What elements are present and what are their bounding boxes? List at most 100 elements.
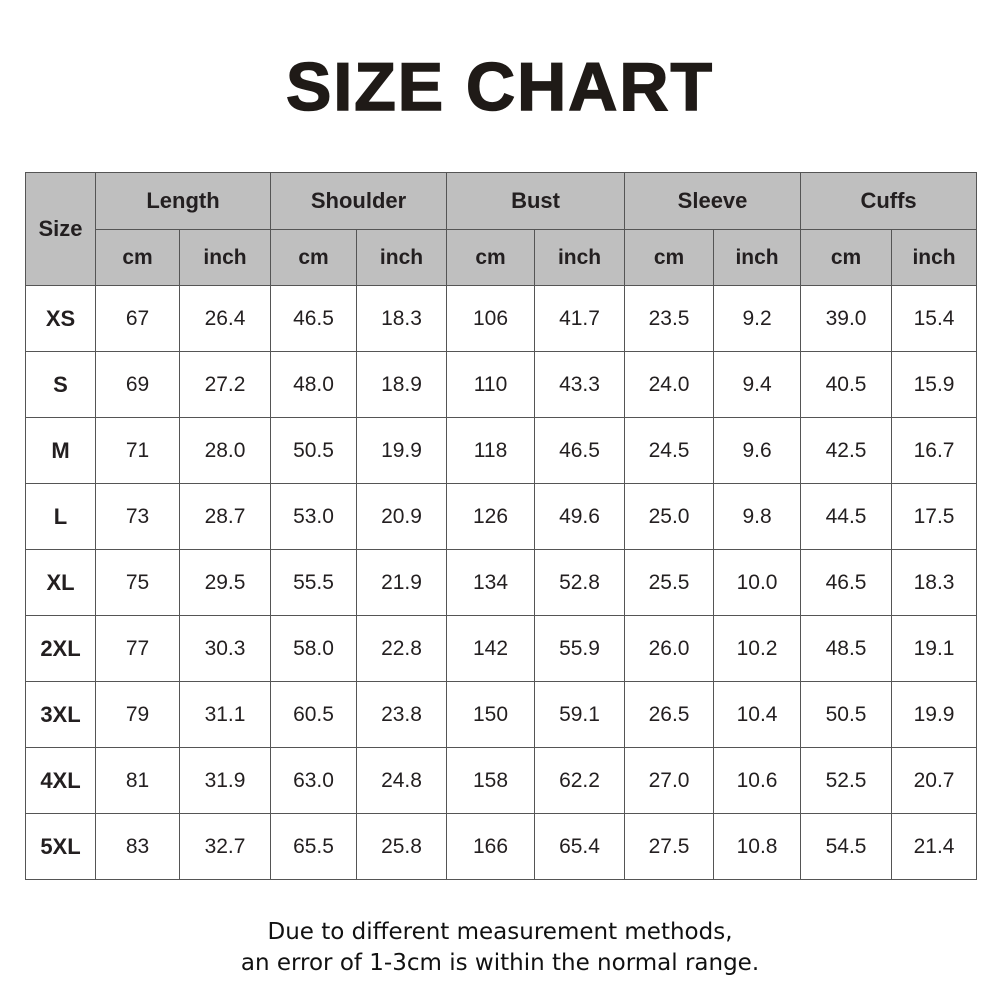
size-chart-table: Size Length Shoulder Bust Sleeve Cuffs cm inch c… <box>25 172 978 880</box>
table-row: S 69 27.2 48.0 18.9 110 43.3 24.0 9.4 40.5 15.9 <box>25 351 978 418</box>
value-cell: 110 <box>446 351 536 418</box>
note-line-1: Due to different measurement methods, <box>267 919 733 945</box>
size-column-header: Size <box>25 172 96 286</box>
value-cell: 18.3 <box>891 549 978 616</box>
value-cell: 22.8 <box>356 615 448 682</box>
value-cell: 25.8 <box>356 813 448 880</box>
value-cell: 25.5 <box>624 549 715 616</box>
group-header-bust: Bust <box>446 172 626 230</box>
value-cell: 31.1 <box>178 681 272 748</box>
value-cell: 39.0 <box>800 285 893 352</box>
value-cell: 19.9 <box>891 681 978 748</box>
value-cell: 46.5 <box>800 549 893 616</box>
unit-header-inch: inch <box>534 229 626 286</box>
value-cell: 10.6 <box>713 747 802 814</box>
unit-header-inch: inch <box>713 229 802 286</box>
value-cell: 23.8 <box>356 681 448 748</box>
value-cell: 18.3 <box>356 285 448 352</box>
value-cell: 106 <box>446 285 536 352</box>
value-cell: 52.8 <box>534 549 626 616</box>
size-label-cell: S <box>25 351 96 418</box>
value-cell: 48.0 <box>270 351 358 418</box>
value-cell: 69 <box>95 351 180 418</box>
size-label-cell: 2XL <box>25 615 96 682</box>
value-cell: 73 <box>95 483 180 550</box>
value-cell: 118 <box>446 417 536 484</box>
unit-header-cm: cm <box>800 229 893 286</box>
value-cell: 50.5 <box>270 417 358 484</box>
value-cell: 59.1 <box>534 681 626 748</box>
value-cell: 9.6 <box>713 417 802 484</box>
value-cell: 43.3 <box>534 351 626 418</box>
group-header-sleeve: Sleeve <box>624 172 802 230</box>
value-cell: 150 <box>446 681 536 748</box>
value-cell: 41.7 <box>534 285 626 352</box>
unit-header-cm: cm <box>624 229 715 286</box>
value-cell: 75 <box>95 549 180 616</box>
table-row: 4XL 81 31.9 63.0 24.8 158 62.2 27.0 10.6 52.5 20.7 <box>25 747 978 814</box>
unit-header-inch: inch <box>356 229 448 286</box>
value-cell: 134 <box>446 549 536 616</box>
value-cell: 65.5 <box>270 813 358 880</box>
value-cell: 25.0 <box>624 483 715 550</box>
value-cell: 126 <box>446 483 536 550</box>
value-cell: 79 <box>95 681 180 748</box>
measurement-note: Due to different measurement methods, an… <box>0 917 1000 979</box>
value-cell: 44.5 <box>800 483 893 550</box>
value-cell: 55.5 <box>270 549 358 616</box>
value-cell: 81 <box>95 747 180 814</box>
size-label-cell: XL <box>25 549 96 616</box>
value-cell: 15.4 <box>891 285 978 352</box>
value-cell: 71 <box>95 417 180 484</box>
value-cell: 21.9 <box>356 549 448 616</box>
value-cell: 27.5 <box>624 813 715 880</box>
value-cell: 27.2 <box>178 351 272 418</box>
value-cell: 19.9 <box>356 417 448 484</box>
table-row: 2XL 77 30.3 58.0 22.8 142 55.9 26.0 10.2 48.5 19.1 <box>25 615 978 682</box>
note-line-2: an error of 1-3cm is within the normal r… <box>240 950 760 976</box>
unit-header-inch: inch <box>891 229 978 286</box>
value-cell: 19.1 <box>891 615 978 682</box>
value-cell: 40.5 <box>800 351 893 418</box>
value-cell: 42.5 <box>800 417 893 484</box>
value-cell: 63.0 <box>270 747 358 814</box>
value-cell: 54.5 <box>800 813 893 880</box>
value-cell: 26.4 <box>178 285 272 352</box>
size-label-cell: L <box>25 483 96 550</box>
header-row-groups: Size Length Shoulder Bust Sleeve Cuffs <box>25 172 978 286</box>
value-cell: 46.5 <box>534 417 626 484</box>
value-cell: 10.2 <box>713 615 802 682</box>
value-cell: 49.6 <box>534 483 626 550</box>
size-label-cell: XS <box>25 285 96 352</box>
table-row: XS 67 26.4 46.5 18.3 106 41.7 23.5 9.2 39.0 15.4 <box>25 285 978 352</box>
value-cell: 10.8 <box>713 813 802 880</box>
value-cell: 10.0 <box>713 549 802 616</box>
value-cell: 52.5 <box>800 747 893 814</box>
value-cell: 29.5 <box>178 549 272 616</box>
value-cell: 83 <box>95 813 180 880</box>
value-cell: 9.4 <box>713 351 802 418</box>
table-row: L 73 28.7 53.0 20.9 126 49.6 25.0 9.8 44.5 17.5 <box>25 483 978 550</box>
value-cell: 32.7 <box>178 813 272 880</box>
value-cell: 20.9 <box>356 483 448 550</box>
value-cell: 28.0 <box>178 417 272 484</box>
value-cell: 9.8 <box>713 483 802 550</box>
value-cell: 30.3 <box>178 615 272 682</box>
page-title: SIZE CHART <box>285 48 714 126</box>
value-cell: 21.4 <box>891 813 978 880</box>
value-cell: 53.0 <box>270 483 358 550</box>
value-cell: 26.0 <box>624 615 715 682</box>
value-cell: 24.8 <box>356 747 448 814</box>
table-row: XL 75 29.5 55.5 21.9 134 52.8 25.5 10.0 46.5 18.3 <box>25 549 978 616</box>
value-cell: 58.0 <box>270 615 358 682</box>
value-cell: 16.7 <box>891 417 978 484</box>
table-row: 5XL 83 32.7 65.5 25.8 166 65.4 27.5 10.8 54.5 21.4 <box>25 813 978 880</box>
value-cell: 28.7 <box>178 483 272 550</box>
value-cell: 62.2 <box>534 747 626 814</box>
value-cell: 55.9 <box>534 615 626 682</box>
value-cell: 166 <box>446 813 536 880</box>
value-cell: 77 <box>95 615 180 682</box>
table-row: M 71 28.0 50.5 19.9 118 46.5 24.5 9.6 42.5 16.7 <box>25 417 978 484</box>
value-cell: 158 <box>446 747 536 814</box>
table-row: 3XL 79 31.1 60.5 23.8 150 59.1 26.5 10.4 50.5 19.9 <box>25 681 978 748</box>
